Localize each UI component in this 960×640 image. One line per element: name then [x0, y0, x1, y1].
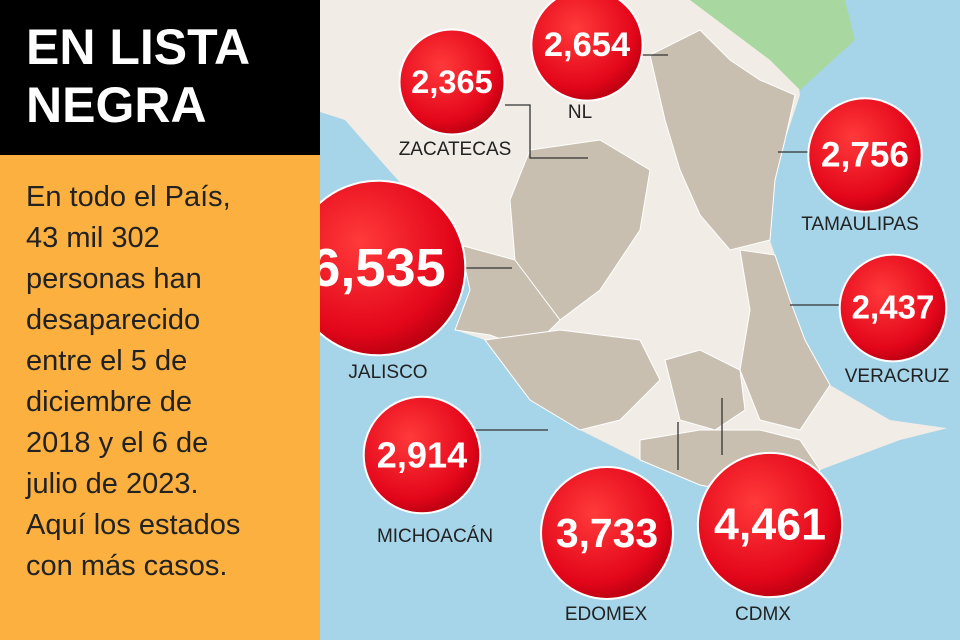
case-bubble: [807, 97, 923, 213]
case-count: 2,914: [377, 435, 467, 476]
description-line: entre el 5 de: [26, 345, 188, 377]
title-line: NEGRA: [26, 77, 207, 133]
description-line: con más casos.: [26, 550, 228, 582]
state-name: TAMAULIPAS: [801, 214, 919, 235]
description-line: 43 mil 302: [26, 222, 160, 254]
title-box: EN LISTA NEGRA: [0, 0, 320, 155]
description-line: diciembre de: [26, 386, 193, 418]
state-name: MICHOACÁN: [377, 526, 493, 547]
case-bubble: [696, 451, 844, 599]
case-count: 3,733: [556, 510, 658, 556]
case-bubble: [320, 179, 467, 357]
state-region: [509, 139, 651, 321]
case-count: 2,365: [411, 64, 492, 100]
case-bubble: [530, 0, 644, 102]
case-bubble: [540, 466, 674, 600]
description-line: julio de 2023.: [26, 468, 199, 500]
state-name: NL: [568, 102, 592, 123]
description-line: En todo el País,: [26, 181, 231, 213]
map: 2,654 NL 2,365 ZACATECAS 2,756 TAMAULIPAS 6,53…: [320, 0, 960, 640]
description-line: Aquí los estados: [26, 509, 241, 541]
title-line: EN LISTA: [26, 19, 251, 75]
case-bubble: [362, 395, 482, 515]
description-line: desaparecido: [26, 304, 201, 336]
case-count: 2,756: [821, 136, 909, 175]
state-name: VERACRUZ: [845, 366, 950, 387]
state-region: [484, 329, 661, 431]
description-line: personas han: [26, 263, 202, 295]
case-count: 6,535: [320, 238, 446, 298]
state-name: JALISCO: [348, 362, 427, 383]
description-box: En todo el País, 43 mil 302 personas han de…: [0, 155, 320, 640]
leader-line: [505, 104, 588, 159]
case-count: 2,654: [544, 26, 630, 64]
state-name: ZACATECAS: [399, 139, 512, 160]
state-region: [664, 349, 746, 431]
case-bubble: [398, 28, 506, 136]
state-region: [739, 249, 831, 431]
description-line: 2018 y el 6 de: [26, 427, 209, 459]
state-region: [649, 29, 796, 251]
usa: [690, 0, 855, 90]
case-bubble: [838, 253, 948, 363]
case-count: 4,461: [714, 501, 826, 550]
state-name: CDMX: [735, 604, 791, 625]
state-name: EDOMEX: [565, 604, 648, 625]
case-count: 2,437: [852, 290, 935, 327]
